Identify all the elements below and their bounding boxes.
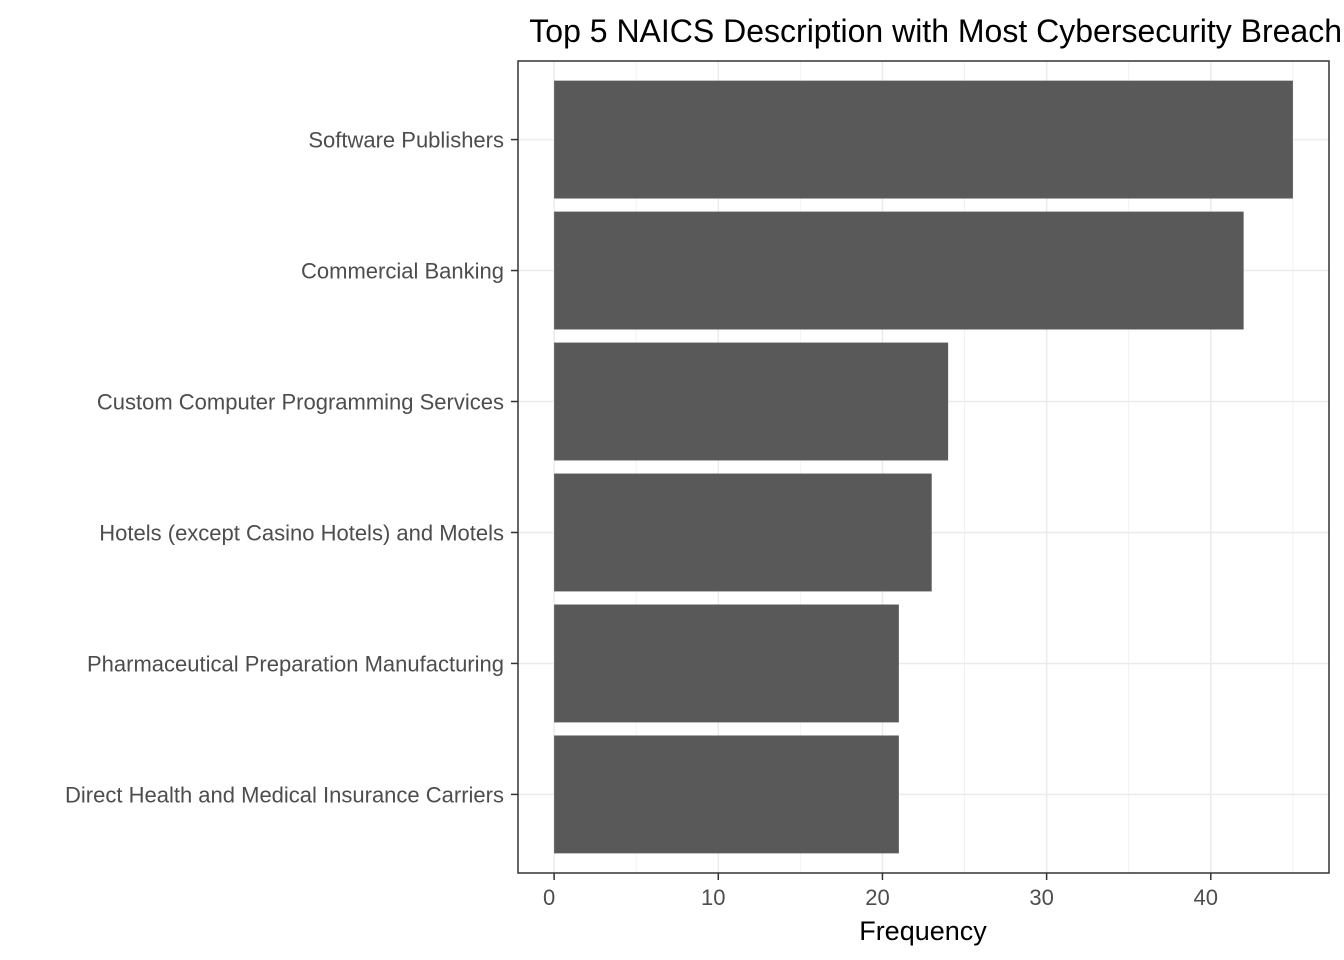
x-tick-label: 20 [865, 885, 889, 910]
bar [554, 473, 932, 592]
bar [554, 735, 899, 854]
bar [554, 342, 949, 461]
x-tick-label: 40 [1194, 885, 1218, 910]
y-tick-label: Hotels (except Casino Hotels) and Motels [99, 520, 504, 545]
y-axis: Software Publishers Commercial Banking Cus… [65, 128, 518, 807]
bars [554, 80, 1293, 854]
bar [554, 604, 899, 723]
x-tick-label: 10 [701, 885, 725, 910]
bar [554, 211, 1244, 330]
x-axis-title: Frequency [859, 916, 987, 946]
chart-title: Top 5 NAICS Description with Most Cybers… [529, 13, 1342, 49]
y-tick-label: Direct Health and Medical Insurance Carr… [65, 782, 504, 807]
bar [554, 80, 1293, 199]
plot-panel-border [517, 60, 1330, 874]
y-tick-label: Software Publishers [308, 128, 504, 153]
y-tick-label: Pharmaceutical Preparation Manufacturing [87, 651, 504, 676]
y-tick-label: Commercial Banking [301, 259, 504, 284]
x-tick-label: 0 [543, 885, 555, 910]
x-tick-label: 30 [1029, 885, 1053, 910]
x-axis: 0 10 20 30 40 [543, 873, 1218, 910]
y-tick-label: Custom Computer Programming Services [97, 390, 504, 415]
